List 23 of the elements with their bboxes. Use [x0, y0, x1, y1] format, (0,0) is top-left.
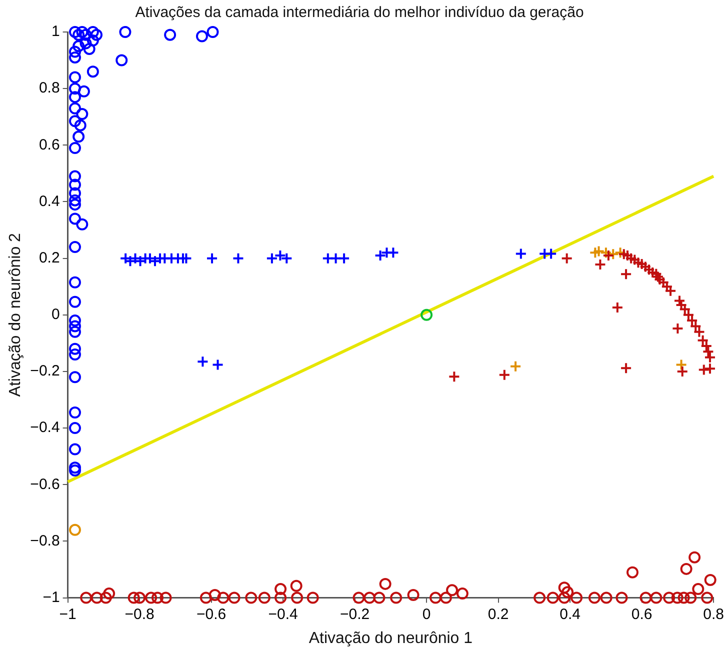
- x-tick-label: −0.2: [340, 606, 370, 623]
- y-tick-label: 1: [51, 23, 60, 40]
- x-tick-label: −0.6: [196, 606, 226, 623]
- y-tick-label: −0.8: [30, 532, 60, 550]
- x-tick-label: 0: [422, 606, 431, 623]
- y-tick-label: 0.4: [38, 192, 60, 210]
- y-tick-label: −0.6: [30, 476, 60, 493]
- y-tick-label: −0.2: [30, 362, 60, 380]
- y-tick-label: 0.6: [38, 136, 60, 154]
- y-tick-label: −0.4: [30, 419, 60, 436]
- x-axis-title: Ativação do neurônio 1: [308, 630, 473, 647]
- x-tick-label: −0.4: [268, 606, 298, 623]
- x-tick-label: 0.2: [488, 606, 509, 623]
- x-tick-label: 0.4: [560, 606, 580, 623]
- x-tick-label: 0.6: [631, 606, 652, 623]
- x-tick-label: 0.8: [703, 606, 724, 623]
- x-tick-label: −0.8: [124, 606, 154, 623]
- y-axis-title: Ativação do neurônio 2: [7, 232, 24, 397]
- y-tick-label: 0.8: [38, 80, 60, 97]
- y-tick-label: −1: [42, 588, 60, 606]
- y-tick-label: 0: [51, 306, 60, 324]
- chart-title: Ativações da camada intermediária do melhor indivíduo da geração: [135, 4, 584, 22]
- y-tick-label: 0.2: [38, 249, 60, 266]
